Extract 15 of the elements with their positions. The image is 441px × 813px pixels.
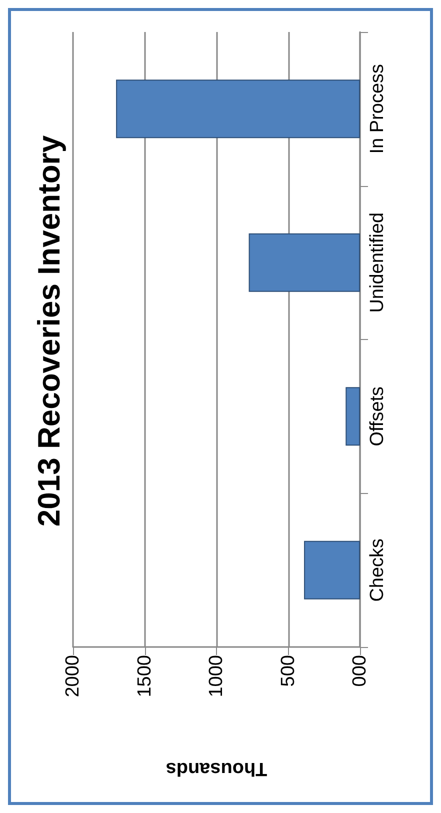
y-tick-label: Unidentified	[367, 212, 388, 313]
x-tick-label: 1500	[134, 655, 156, 698]
bar	[116, 80, 360, 138]
x-tick-label: 000	[350, 655, 370, 687]
x-axis-title: Thousands	[166, 758, 268, 779]
x-tick-label: 1000	[206, 655, 227, 698]
y-tick-label: In Process	[367, 64, 388, 154]
x-tick-label: 2000	[62, 655, 84, 698]
y-tick-label: Checks	[367, 538, 388, 602]
bar	[304, 540, 360, 600]
y-tick-label: Offsets	[367, 386, 388, 446]
text: 2013 Recoveries Inventory	[32, 134, 66, 527]
bar	[346, 387, 360, 446]
bar	[248, 233, 360, 292]
x-tick-label: 500	[278, 655, 299, 687]
